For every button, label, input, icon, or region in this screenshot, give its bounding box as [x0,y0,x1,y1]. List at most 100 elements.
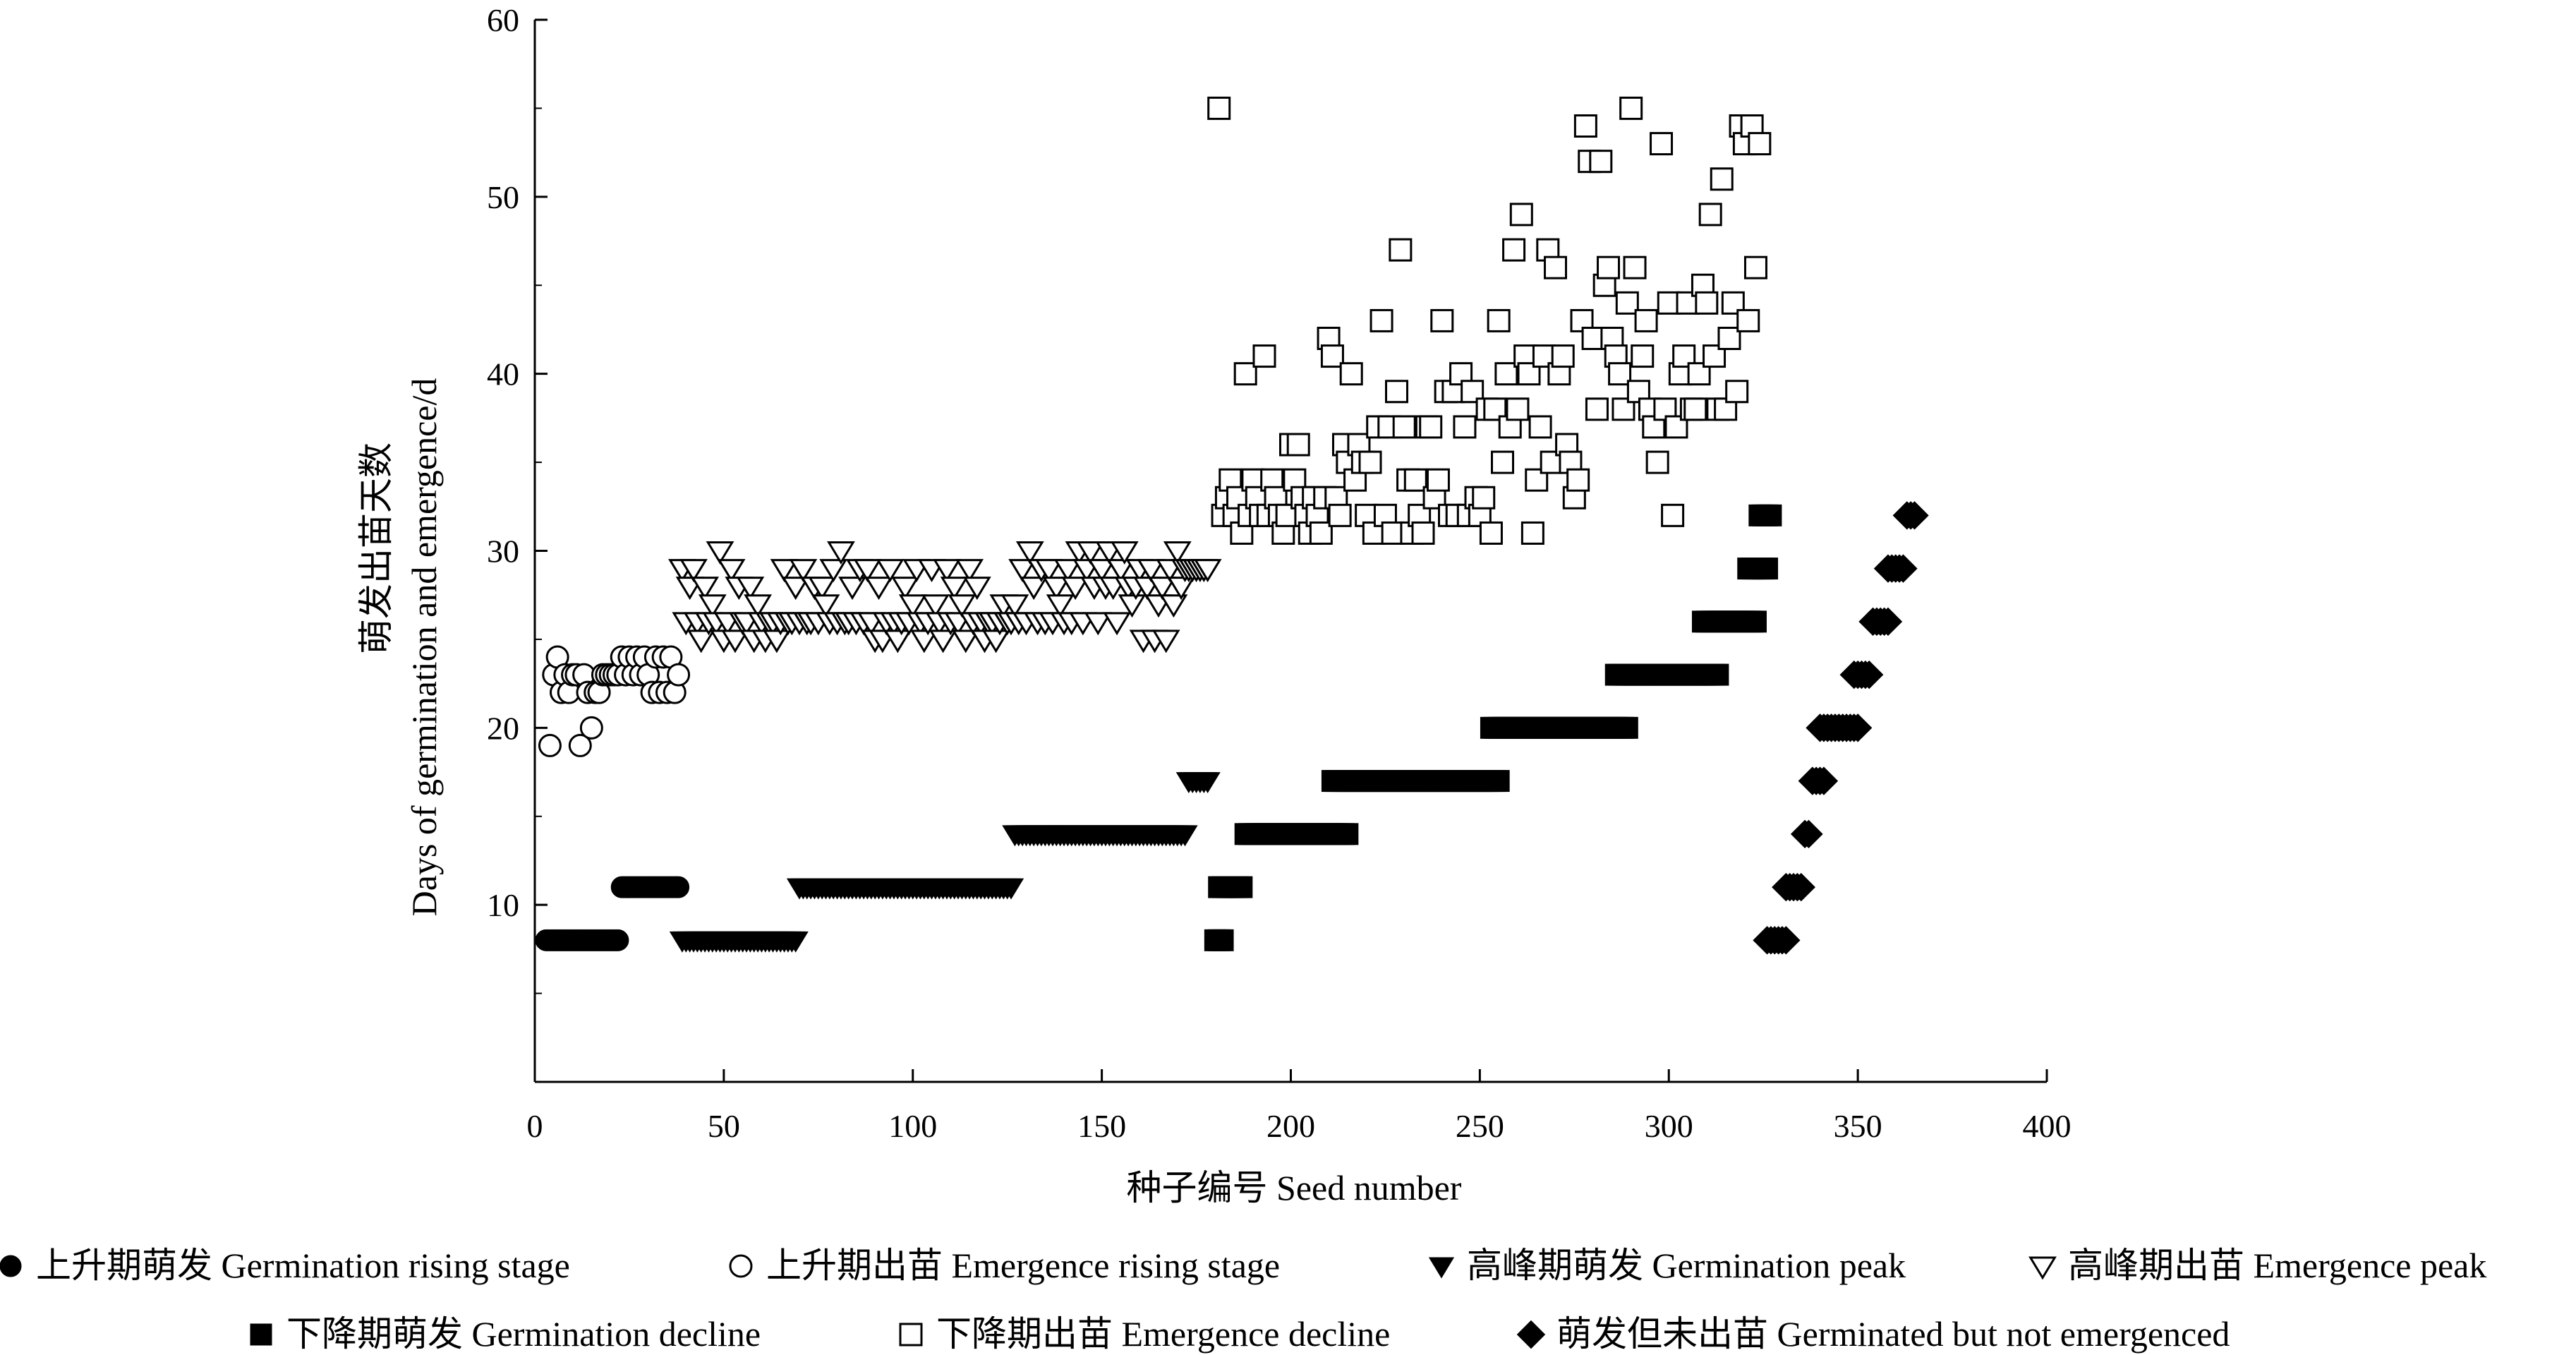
legend-marker [729,1254,753,1278]
data-point [770,559,799,582]
legend-row2-item: 下降期萌发 Germination decline [250,1314,761,1354]
data-point [1786,872,1815,902]
x-tick-label: 200 [1266,1108,1315,1144]
data-point [1328,503,1352,527]
series-6 [1207,96,1772,545]
x-tick-label: 50 [708,1108,740,1144]
data-point [1336,823,1359,845]
data-point [1000,594,1029,618]
legend-marker [250,1323,272,1346]
data-point [1725,380,1749,404]
data-point [1419,415,1443,439]
data-point [1320,344,1344,368]
legend-row2-item: 下降期出苗 Emergence decline [899,1314,1390,1354]
data-point [1634,308,1658,332]
series-3 [669,772,1221,953]
data-point [1566,468,1590,492]
legend-marker [1428,1257,1455,1279]
series-5 [1204,504,1782,951]
legend-label: 上升期萌发 Germination rising stage [36,1246,570,1285]
data-point [1061,577,1090,601]
data-point [1053,559,1082,582]
data-point [1687,362,1711,386]
y-tick-label: 20 [487,710,519,746]
data-point [1736,308,1760,332]
data-point [898,594,927,618]
data-point [717,559,746,582]
legend-row1-item: 上升期萌发 Germination rising stage [0,1246,570,1285]
data-point [1076,541,1105,565]
legend-row1-item: 高峰期出苗 Emergence peak [2028,1246,2486,1285]
data-point [1211,929,1234,951]
data-point [827,541,855,565]
series-4 [668,541,1222,654]
data-point [951,630,980,654]
data-point [1506,397,1530,421]
data-point [921,594,950,618]
data-point [1597,255,1621,279]
data-point [579,716,603,740]
data-point [687,630,715,654]
y-axis-title-cn: 萌发出苗天数 [356,442,396,654]
x-tick-label: 350 [1834,1108,1882,1144]
x-tick-label: 150 [1077,1108,1126,1144]
data-point [1411,521,1435,545]
data-point [1698,203,1722,227]
data-point [1743,255,1767,279]
data-point [1207,96,1231,120]
data-point [667,663,691,687]
data-point [1650,132,1674,156]
data-point [808,577,837,601]
data-point [721,630,749,654]
legend: 上升期萌发 Germination rising stage 上升期出苗 Emer… [0,1246,2486,1354]
data-point [679,559,708,582]
data-point [883,630,912,654]
data-point [1589,150,1613,174]
y-tick-label: 50 [487,179,519,215]
data-point [1619,96,1643,120]
data-point [1772,926,1801,955]
data-point [929,630,957,654]
data-point [1230,876,1253,898]
data-point [1683,397,1707,421]
data-point [1084,612,1113,636]
legend-marker [2028,1256,2057,1280]
data-point [1615,291,1639,315]
data-point [948,594,976,618]
data-point [691,577,719,601]
axes: 0 50 100 150 200 250 300 350 400 10 20 30 40 50 60 [487,2,2072,1144]
data-point [667,876,690,898]
data-point [1167,577,1196,601]
data-point [698,594,727,618]
data-point [962,577,991,601]
data-point [998,878,1024,900]
data-point [1573,114,1597,138]
data-point [1015,541,1044,565]
x-tick-label: 0 [527,1108,543,1144]
data-point [876,559,905,582]
data-point [1159,594,1188,618]
data-point [1103,612,1131,636]
data-point [819,559,848,582]
data-point [1479,521,1503,545]
data-point [762,630,791,654]
data-point [1544,255,1568,279]
data-point [568,733,592,757]
data-point [1525,468,1549,492]
data-point [1172,825,1198,847]
series-2 [538,645,691,757]
data-point [1748,132,1772,156]
data-point [744,594,773,618]
data-point [1487,770,1510,793]
data-point [1233,362,1257,386]
data-point [1148,577,1177,601]
data-point [1008,559,1037,582]
data-point [1472,486,1496,510]
data-point [1491,450,1515,474]
legend-label: 下降期出苗 Emergence decline [936,1314,1390,1354]
legend-label: 下降期萌发 Germination decline [286,1314,761,1354]
data-point [538,733,562,757]
data-point [1854,660,1884,689]
data-point [1809,766,1839,795]
